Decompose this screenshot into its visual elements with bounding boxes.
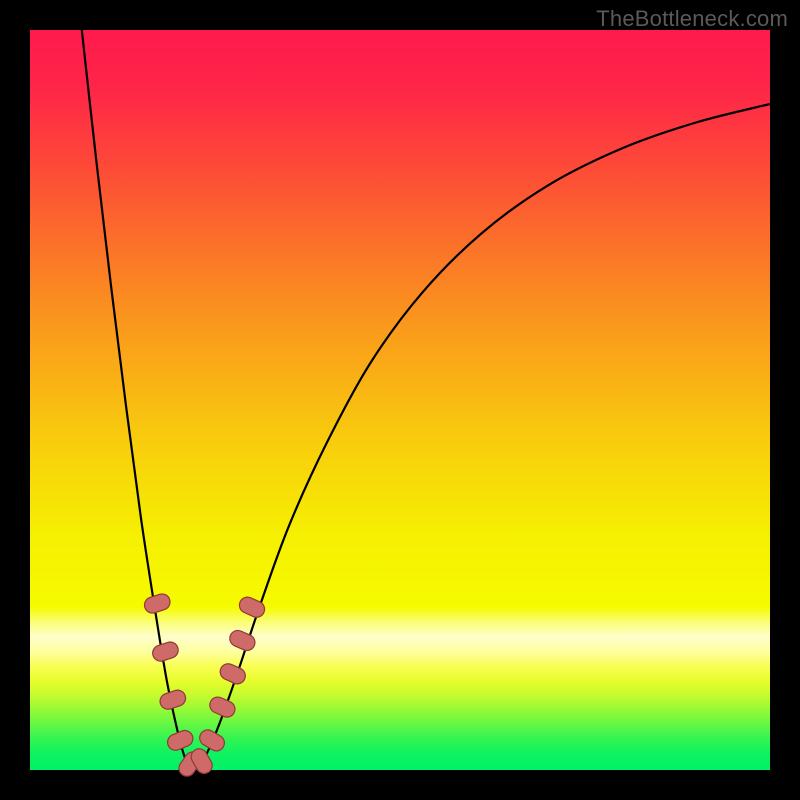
- data-marker: [165, 728, 195, 753]
- data-marker: [227, 628, 257, 653]
- chart-outer-frame: TheBottleneck.com: [0, 0, 800, 800]
- data-marker: [142, 592, 172, 615]
- data-marker: [151, 640, 181, 663]
- bottleneck-curve-right: [193, 104, 770, 770]
- data-marker: [218, 661, 248, 686]
- watermark-label: TheBottleneck.com: [596, 6, 788, 32]
- bottleneck-curve-left: [82, 30, 193, 770]
- plot-area: [30, 30, 770, 770]
- data-marker: [207, 695, 237, 720]
- data-marker: [158, 688, 188, 711]
- curve-layer: [30, 30, 770, 770]
- data-markers: [142, 592, 267, 779]
